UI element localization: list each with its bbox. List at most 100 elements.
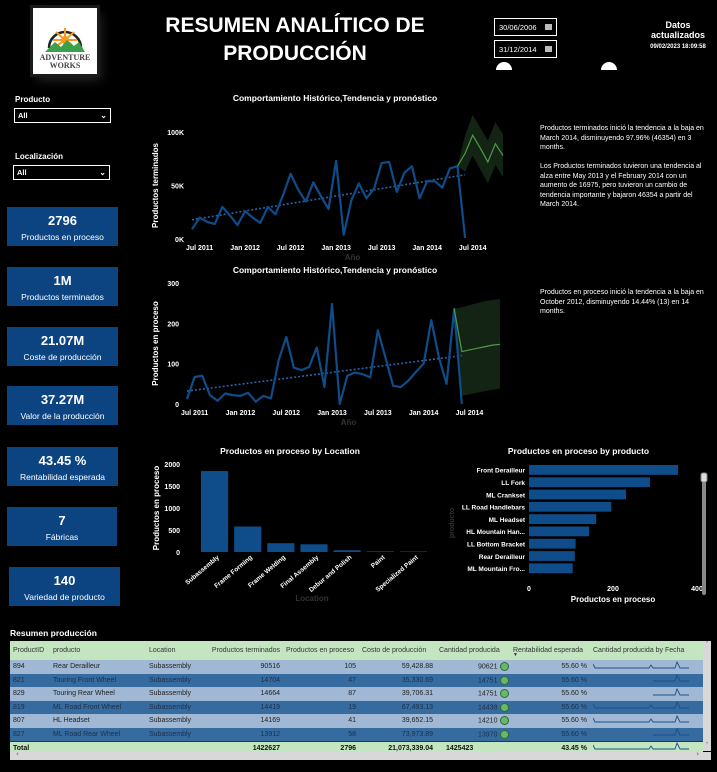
total-cell: 1425423	[436, 740, 510, 755]
total-cell: 2796	[283, 740, 359, 755]
bar-chart-by-producto[interactable]: Front Derailleur LL Fork ML Crankset LL Roa…	[440, 455, 717, 605]
sparkline-cell	[590, 740, 703, 755]
total-cell	[146, 740, 203, 755]
title-line-2: PRODUCCIÓN	[223, 42, 367, 65]
y-tick-label: 300	[167, 281, 179, 288]
total-cell: 21,073,339.04	[359, 740, 436, 755]
table-cell: 59,428.88	[359, 660, 436, 674]
date-from-input[interactable]: 30/06/2006	[494, 18, 557, 36]
table-cell: Subassembly	[146, 660, 203, 674]
sort-descending-icon[interactable]: ▼	[513, 652, 518, 658]
table-cell: 55.60 %	[510, 700, 590, 714]
localizacion-filter-dropdown[interactable]: All ⌄	[13, 165, 110, 180]
resumen-produccion-table[interactable]: ProductID producto Location Productos termi…	[10, 641, 711, 761]
table-vertical-scrollbar[interactable]: ˄ ˅	[703, 641, 711, 751]
sparkline	[592, 714, 689, 723]
sparkline	[653, 727, 689, 736]
scroll-left-icon[interactable]: ‹	[16, 750, 19, 758]
table-row[interactable]: 819 ML Road Front Wheel Subassembly 14419 19…	[10, 700, 703, 714]
table-row[interactable]: 807 HL Headset Subassembly 14169 41 39,652.15…	[10, 714, 703, 728]
series-line	[191, 159, 467, 239]
sparkline	[592, 660, 689, 669]
scroll-up-icon[interactable]: ˄	[705, 641, 709, 648]
title-line-1: RESUMEN ANALÍTICO DE	[165, 14, 425, 37]
table-horizontal-scrollbar[interactable]: ‹ ›	[10, 750, 711, 760]
bar	[529, 563, 573, 574]
table-cell: 14704	[203, 673, 283, 687]
date-from-value: 30/06/2006	[499, 22, 537, 32]
calendar-icon[interactable]	[545, 46, 552, 52]
x-tick-label: Jan 2013	[317, 410, 347, 417]
x-axis-label: Año	[345, 253, 361, 262]
chart-scrollbar-handle[interactable]	[700, 472, 708, 483]
bar	[529, 501, 612, 512]
table-cell: 41	[283, 714, 359, 728]
column-header[interactable]: Productos terminados	[203, 641, 283, 660]
column-header[interactable]: producto	[50, 641, 146, 660]
producto-filter-dropdown[interactable]: All ⌄	[14, 108, 111, 123]
bar	[267, 543, 295, 552]
y-tick-label: 0	[175, 402, 179, 409]
chart-scrollbar[interactable]	[702, 475, 706, 595]
kpi-value: 37.27M	[40, 392, 85, 407]
x-tick-label: Jul 2014	[459, 245, 487, 252]
column-header[interactable]: Costo de producción	[359, 641, 436, 660]
column-header[interactable]: Cantidad producida by Fecha	[590, 641, 703, 660]
kpi-value: 43.45 %	[38, 453, 87, 468]
bar	[234, 526, 262, 552]
table-cell: 14438	[436, 700, 510, 714]
bar	[333, 550, 361, 552]
date-slider-end-handle[interactable]	[601, 62, 617, 70]
kpi-value: 21.07M	[40, 333, 85, 348]
y-tick-label: LL Fork	[501, 480, 525, 487]
x-tick-label: Jan 2012	[230, 245, 260, 252]
column-header[interactable]: Cantidad producida	[436, 641, 510, 660]
date-slider-start-handle[interactable]	[496, 62, 512, 70]
y-tick-label: LL Bottom Bracket	[467, 541, 526, 548]
scroll-right-icon[interactable]: ›	[696, 750, 699, 758]
total-cell: 43.45 %	[510, 740, 590, 755]
table-cell: 13970	[436, 727, 510, 741]
producto-filter-label: Producto	[15, 95, 51, 104]
bar	[529, 514, 597, 524]
line-chart-productos-en-proceso[interactable]: 0 100 200 300 Productos en proceso Jul 2011 Ja…	[140, 276, 530, 432]
scroll-down-icon[interactable]: ˅	[705, 742, 709, 749]
x-tick-label: 400	[691, 586, 703, 593]
x-tick-label: 200	[607, 586, 619, 593]
bar	[201, 471, 229, 552]
table-cell: 105	[283, 660, 359, 674]
table-cell: 19	[283, 700, 359, 714]
kpi-card-rentabilidad-esperada: 43.45 % Rentabilidad esperada	[7, 447, 118, 486]
kpi-card-productos-en-proceso: 2796 Productos en proceso	[7, 207, 118, 246]
column-header[interactable]: Productos en proceso	[283, 641, 359, 660]
table-cell: 807	[10, 714, 50, 728]
table-cell: 14210	[436, 714, 510, 728]
table-row[interactable]: 829 Touring Rear Wheel Subassembly 14664 87 3…	[10, 687, 703, 701]
total-cell: 1422627	[203, 740, 283, 755]
sparkline-cell	[590, 700, 703, 714]
table-row[interactable]: 827 ML Road Rear Wheel Subassembly 13912 58 7…	[10, 727, 703, 741]
y-tick-label: Rear Derailleur	[479, 554, 526, 561]
kpi-label: Rentabilidad esperada	[19, 472, 106, 482]
table-row[interactable]: 821 Touring Front Wheel Subassembly 14704 47…	[10, 673, 703, 687]
table-cell: 821	[10, 673, 50, 687]
bar	[529, 477, 650, 488]
y-tick-label: 100K	[167, 130, 184, 137]
line-chart-productos-terminados[interactable]: 0K 50K 100K Productos terminados Jul 2011 Jan…	[140, 105, 530, 265]
table-cell: Subassembly	[146, 700, 203, 714]
column-header[interactable]: Location	[146, 641, 203, 660]
calendar-icon[interactable]	[545, 24, 552, 30]
table-total-row: Total 1422627 2796 21,073,339.04 1425423 43.4…	[10, 740, 703, 755]
x-tick-label: Jul 2013	[364, 410, 392, 417]
table-cell: Subassembly	[146, 727, 203, 741]
table-cell: Touring Rear Wheel	[50, 687, 146, 701]
column-header[interactable]: Rentabilidad esperada ▼	[510, 641, 590, 660]
y-tick-label: 100	[167, 362, 179, 369]
date-to-input[interactable]: 31/12/2014	[494, 40, 557, 58]
logo-text-1: ADVENTURE	[39, 53, 91, 62]
table-row[interactable]: 894 Rear Derailleur Subassembly 90516 105 59,…	[10, 660, 703, 674]
column-header[interactable]: ProductID	[10, 641, 50, 660]
chevron-down-icon: ⌄	[100, 111, 107, 120]
kpi-label: Productos en proceso	[21, 232, 104, 242]
